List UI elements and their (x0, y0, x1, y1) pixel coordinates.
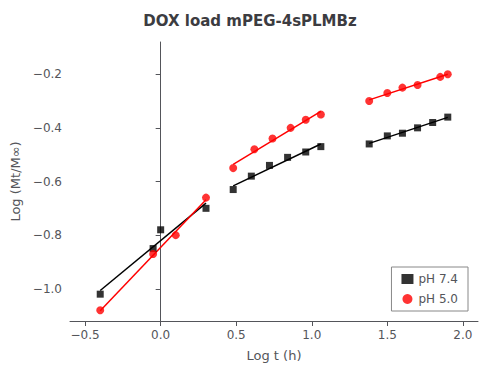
svg-text:1.0: 1.0 (302, 328, 321, 342)
svg-text:−0.5: −0.5 (71, 328, 100, 342)
svg-text:−1.0: −1.0 (33, 282, 62, 296)
svg-text:−0.6: −0.6 (33, 175, 62, 189)
svg-text:0.5: 0.5 (227, 328, 246, 342)
svg-text:Log (Mt/M∞): Log (Mt/M∞) (8, 141, 23, 221)
svg-text:DOX load mPEG-4sPLMBz: DOX load mPEG-4sPLMBz (143, 12, 357, 30)
svg-text:−0.8: −0.8 (33, 228, 62, 242)
svg-text:1.5: 1.5 (378, 328, 397, 342)
svg-text:−0.2: −0.2 (33, 67, 62, 81)
svg-text:0.0: 0.0 (151, 328, 170, 342)
svg-text:pH 5.0: pH 5.0 (418, 292, 458, 306)
svg-text:Log t (h): Log t (h) (247, 348, 302, 363)
svg-text:−0.4: −0.4 (33, 121, 62, 135)
svg-text:2.0: 2.0 (453, 328, 472, 342)
svg-text:pH 7.4: pH 7.4 (418, 272, 458, 286)
